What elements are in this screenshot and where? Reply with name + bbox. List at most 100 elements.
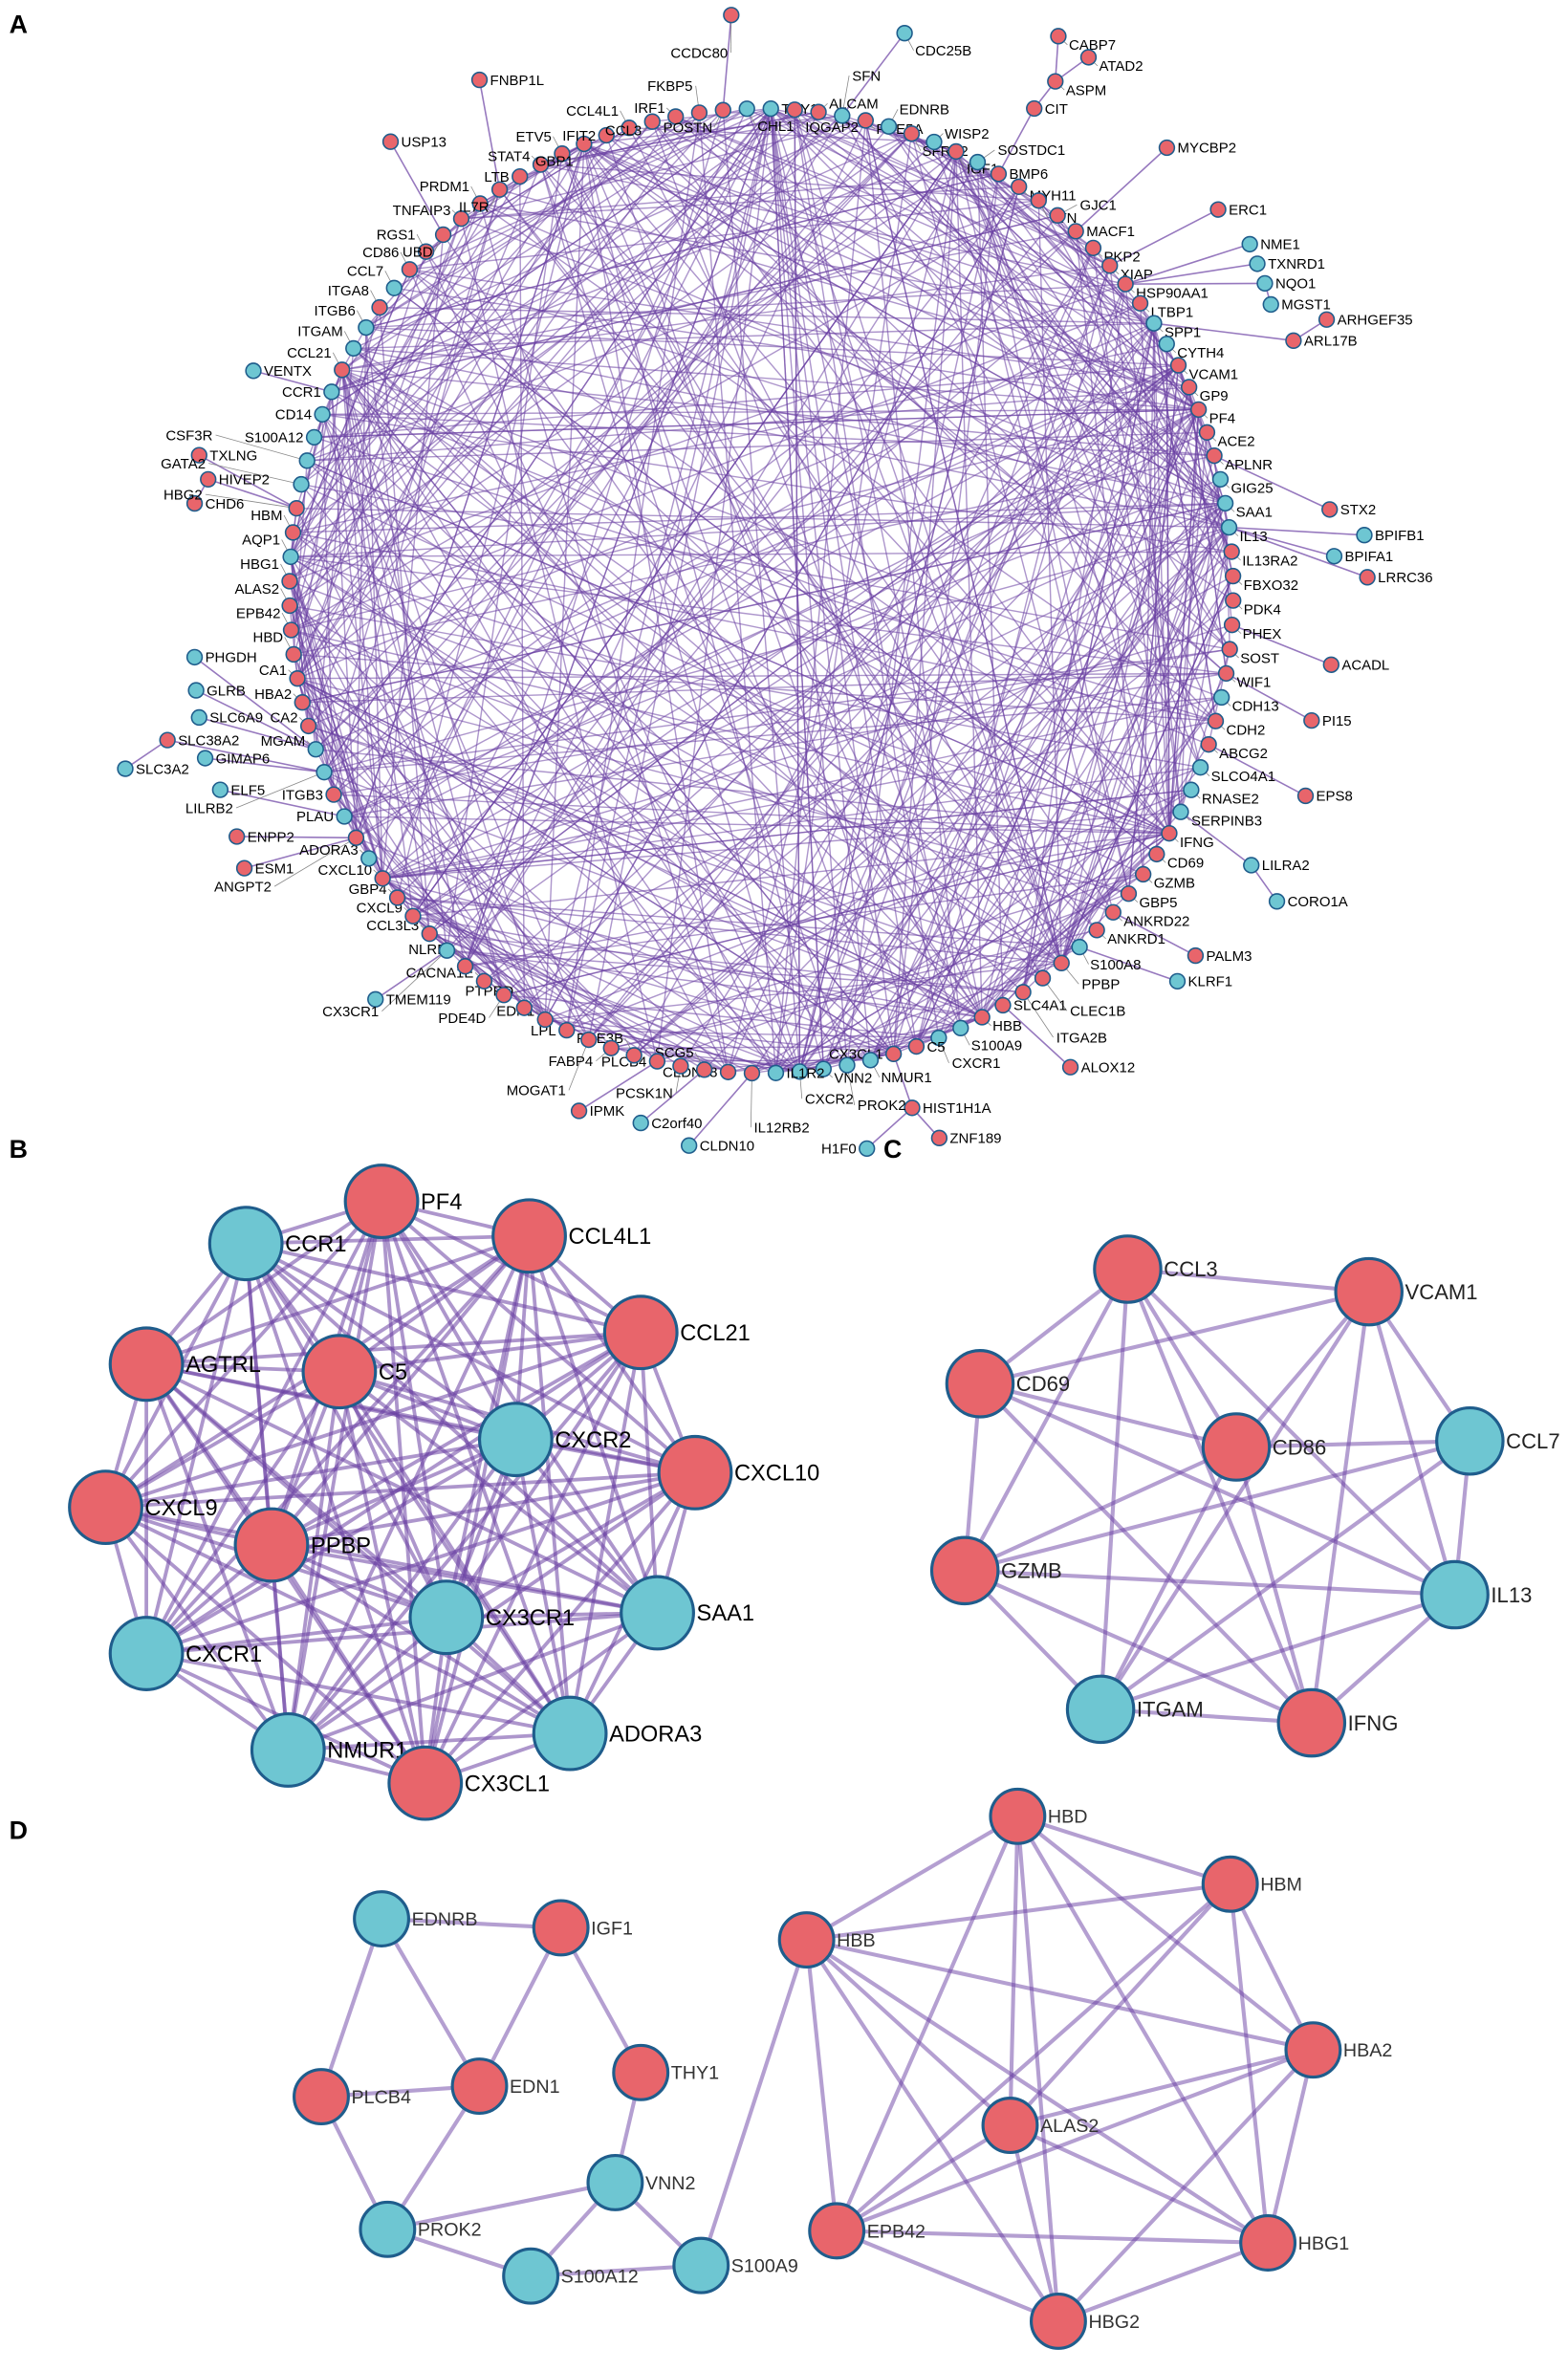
node-bpifa1[interactable] [1325, 548, 1343, 565]
node-pkp2[interactable] [1084, 239, 1102, 257]
node-s100a12[interactable] [305, 428, 323, 446]
node-hba2[interactable] [294, 694, 311, 711]
node-prdm1[interactable] [471, 195, 489, 212]
node-sostdc1[interactable] [969, 153, 987, 171]
node-lpl[interactable] [558, 1021, 576, 1039]
node-ankrd1[interactable] [1088, 922, 1105, 939]
node-ccl3[interactable] [1093, 1234, 1163, 1304]
node-hivep2[interactable] [200, 470, 217, 489]
node-ccl3l3[interactable] [421, 925, 438, 943]
node-pde5a[interactable] [857, 112, 875, 129]
node-slc38a2[interactable] [159, 731, 176, 749]
node-hbg2[interactable] [1029, 2293, 1087, 2350]
node-sfrp2[interactable] [903, 125, 921, 142]
node-alas2[interactable] [981, 2097, 1039, 2154]
node-rgs1[interactable] [417, 243, 435, 260]
node-slc3a2[interactable] [117, 760, 134, 777]
node-ace2[interactable] [1198, 424, 1216, 441]
node-ifng[interactable] [1276, 1687, 1347, 1758]
node-gimap6[interactable] [196, 750, 214, 767]
node-sfn[interactable] [834, 107, 851, 124]
node-gbp4[interactable] [388, 889, 406, 906]
node-alas2[interactable] [281, 597, 298, 615]
node-ifit2[interactable] [598, 126, 615, 144]
node-ankrd22[interactable] [1104, 903, 1122, 921]
node-c2orf40[interactable] [632, 1114, 649, 1132]
node-mogat1[interactable] [580, 1031, 598, 1049]
node-aplnr[interactable] [1206, 446, 1223, 465]
node-plcb4[interactable] [293, 2068, 350, 2126]
node-iqgap2[interactable] [786, 101, 803, 119]
node-macf1[interactable] [1067, 223, 1084, 240]
node-il12rb2[interactable] [743, 1064, 761, 1082]
node-itgam[interactable] [345, 339, 362, 358]
node-ednrb[interactable] [353, 1890, 411, 1947]
node-ednrb[interactable] [880, 118, 898, 135]
node-il13[interactable] [1420, 1559, 1490, 1630]
node-s100a9[interactable] [672, 2236, 730, 2295]
node-phgdh[interactable] [185, 648, 204, 666]
node-gjc1[interactable] [1049, 207, 1066, 224]
node-hbb[interactable] [973, 1009, 991, 1026]
node-tmem119[interactable] [367, 990, 384, 1008]
node-gzmb[interactable] [1134, 865, 1152, 883]
node-ccl4l1[interactable] [491, 1198, 567, 1274]
node-nqo1[interactable] [1256, 274, 1274, 293]
node-arl17b[interactable] [1285, 332, 1302, 349]
node-gbp1[interactable] [576, 135, 593, 153]
node-s100a9[interactable] [952, 1019, 969, 1037]
node-rnase2[interactable] [1183, 781, 1200, 798]
node-cxcl10[interactable] [374, 870, 391, 887]
node-saa1[interactable] [620, 1575, 695, 1651]
node-eps8[interactable] [1296, 787, 1315, 805]
node-itgb6[interactable] [358, 318, 375, 337]
node-acadl[interactable] [1322, 656, 1339, 673]
node-erc1[interactable] [1209, 201, 1227, 218]
node-lilrb2[interactable] [316, 764, 333, 781]
node-ccl7[interactable] [1435, 1405, 1505, 1476]
node-pf4[interactable] [343, 1164, 420, 1239]
node-cldn10[interactable] [681, 1137, 698, 1154]
node-gig25[interactable] [1211, 470, 1230, 489]
node-vnn2[interactable] [815, 1060, 832, 1077]
node-stx2[interactable] [1321, 501, 1339, 518]
node-cldn18[interactable] [719, 1063, 737, 1080]
node-ptprd[interactable] [515, 999, 533, 1016]
node-alcam[interactable] [810, 103, 827, 120]
node-arhgef35[interactable] [1318, 311, 1336, 328]
node-ccdc80[interactable] [723, 7, 740, 24]
node-s100a12[interactable] [502, 2247, 560, 2305]
node-cabp7[interactable] [1050, 28, 1067, 45]
node-alox12[interactable] [1061, 1058, 1079, 1076]
node-pdk4[interactable] [1225, 592, 1242, 609]
node-il13ra2[interactable] [1223, 543, 1240, 560]
node-hbg1[interactable] [281, 573, 298, 590]
node-hbb[interactable] [777, 1911, 836, 1969]
node-enpp2[interactable] [229, 828, 246, 845]
node-coro1a[interactable] [1268, 893, 1286, 910]
node-plcb4[interactable] [648, 1053, 666, 1070]
node-cyth4[interactable] [1158, 336, 1175, 353]
node-cd86[interactable] [1201, 1412, 1272, 1482]
node-thy1[interactable] [762, 99, 779, 118]
node-edn1[interactable] [450, 2057, 509, 2115]
node-ccl7[interactable] [385, 279, 403, 296]
node-aqp1[interactable] [282, 548, 299, 566]
node-lrrc36[interactable] [1359, 569, 1376, 586]
node-hsp90aa1[interactable] [1117, 275, 1134, 293]
node-ventx[interactable] [245, 362, 262, 380]
node-cxcl10[interactable] [657, 1434, 733, 1511]
node-mgam[interactable] [307, 741, 324, 758]
node-h1f0[interactable] [859, 1140, 876, 1158]
node-cit[interactable] [1026, 99, 1043, 118]
node-ifng[interactable] [1161, 824, 1178, 842]
node-esm1[interactable] [235, 859, 253, 877]
node-igf1[interactable] [947, 142, 965, 161]
node-cdh2[interactable] [1207, 712, 1225, 729]
node-pde4d[interactable] [495, 987, 512, 1004]
node-glrb[interactable] [187, 682, 205, 699]
node-plau[interactable] [336, 808, 353, 825]
node-znf189[interactable] [930, 1129, 948, 1147]
node-ttn[interactable] [1030, 192, 1047, 209]
node-nlrp3[interactable] [456, 958, 474, 975]
